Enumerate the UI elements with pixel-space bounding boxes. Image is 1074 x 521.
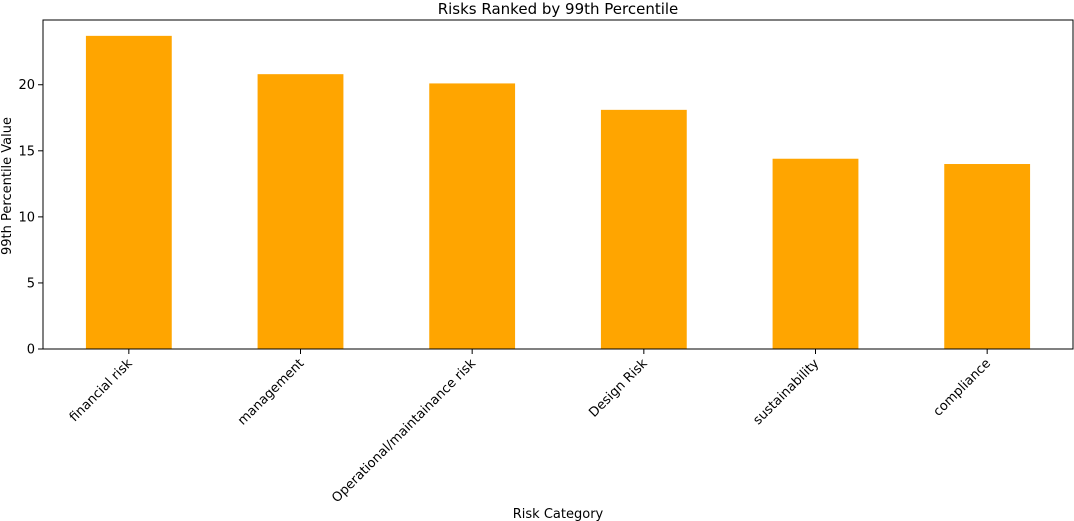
- x-tick-label-5: compliance: [931, 356, 994, 419]
- bar-1: [257, 74, 344, 349]
- bars-layer: [85, 35, 1031, 350]
- x-tick-label-2: Operational/maintainance risk: [329, 356, 479, 506]
- y-axis-title: 99th Percentile Value: [0, 117, 15, 255]
- bar-3: [600, 109, 687, 350]
- y-tick-label-3: 15: [18, 144, 35, 159]
- bar-5: [944, 164, 1031, 349]
- x-tick-label-1: management: [235, 356, 307, 428]
- x-tick-label-3: Design Risk: [586, 356, 651, 421]
- bar-0: [85, 35, 172, 350]
- bar-2: [429, 83, 516, 349]
- y-tick-label-1: 5: [27, 276, 35, 291]
- x-axis-title: Risk Category: [513, 507, 604, 521]
- x-tick-label-0: financial risk: [67, 356, 136, 425]
- y-tick-label-4: 20: [18, 78, 35, 93]
- y-tick-label-2: 10: [18, 210, 35, 225]
- chart-title: Risks Ranked by 99th Percentile: [438, 0, 679, 18]
- y-tick-label-0: 0: [27, 343, 35, 358]
- x-tick-label-4: sustainability: [751, 356, 823, 428]
- bar-4: [772, 158, 859, 349]
- plot-frame: [42, 19, 1074, 350]
